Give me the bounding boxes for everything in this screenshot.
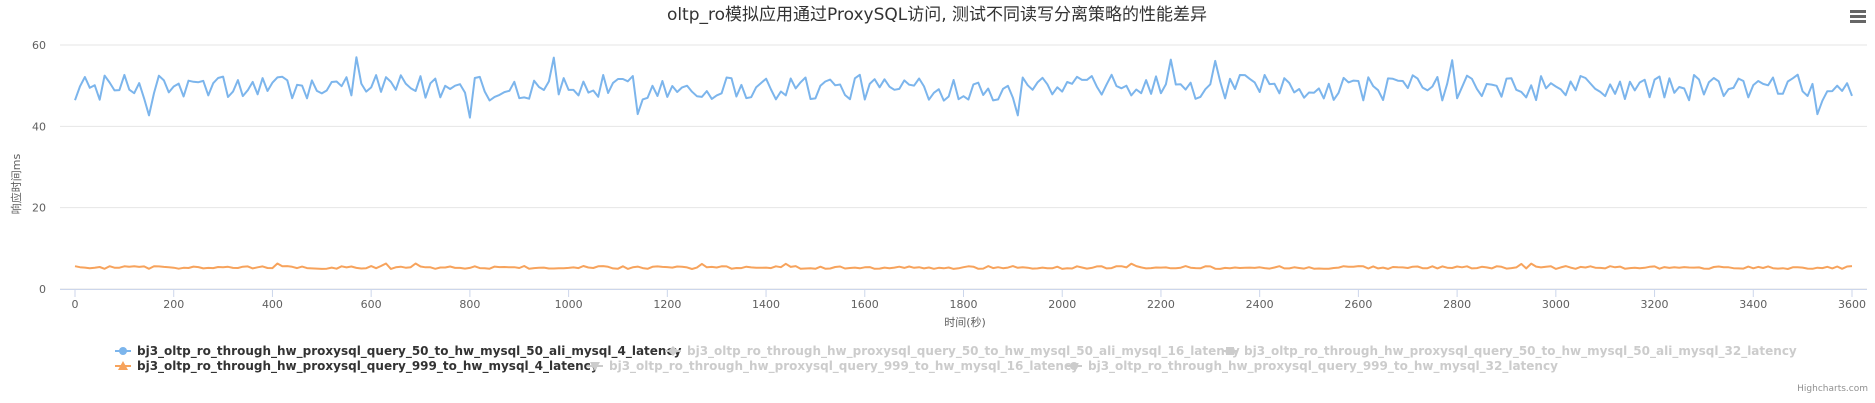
legend-item[interactable]: bj3_oltp_ro_through_hw_proxysql_query_50… [1222, 344, 1797, 359]
legend-label: bj3_oltp_ro_through_hw_proxysql_query_50… [1244, 344, 1797, 359]
x-tick-label: 1000 [555, 298, 583, 311]
x-tick-label: 3400 [1739, 298, 1767, 311]
x-tick-label: 3200 [1641, 298, 1669, 311]
series-line[interactable] [74, 262, 1853, 270]
x-axis-title: 时间(秒) [944, 315, 986, 329]
x-axis: 0 200 400 600 800 1000 1200 1400 1600 1800 2000 220… [60, 289, 1867, 311]
x-tick-label: 400 [262, 298, 283, 311]
x-tick-label: 1400 [752, 298, 780, 311]
x-tick-label: 1800 [950, 298, 978, 311]
x-tick-label: 2200 [1147, 298, 1175, 311]
legend-item[interactable]: bj3_oltp_ro_through_hw_proxysql_query_99… [1066, 359, 1558, 374]
x-tick-label: 1600 [851, 298, 879, 311]
triangle-marker-icon [118, 361, 128, 370]
y-axis-title: 响应时间ms [9, 154, 23, 215]
legend-item[interactable]: bj3_oltp_ro_through_hw_proxysql_query_99… [115, 359, 599, 374]
legend: bj3_oltp_ro_through_hw_proxysql_query_50… [115, 344, 1797, 374]
triangle-down-marker-icon [590, 362, 600, 371]
x-tick-label: 200 [163, 298, 184, 311]
credits-link[interactable]: Highcharts.com [1797, 384, 1868, 394]
legend-label: bj3_oltp_ro_through_hw_proxysql_query_50… [687, 344, 1240, 359]
y-tick-label: 60 [32, 39, 46, 52]
x-tick-label: 3600 [1838, 298, 1866, 311]
x-tick-label: 3000 [1542, 298, 1570, 311]
x-tick-label: 0 [72, 298, 79, 311]
legend-item[interactable]: bj3_oltp_ro_through_hw_proxysql_query_99… [587, 359, 1079, 374]
legend-label: bj3_oltp_ro_through_hw_proxysql_query_99… [1088, 359, 1558, 374]
legend-label: bj3_oltp_ro_through_hw_proxysql_query_50… [137, 344, 682, 359]
y-tick-label: 0 [39, 283, 46, 296]
legend-item[interactable]: bj3_oltp_ro_through_hw_proxysql_query_50… [665, 344, 1240, 359]
legend-label: bj3_oltp_ro_through_hw_proxysql_query_99… [137, 359, 599, 374]
x-tick-label: 2800 [1443, 298, 1471, 311]
x-tick-label: 2400 [1246, 298, 1274, 311]
y-tick-label: 20 [32, 202, 46, 215]
plot-area [74, 56, 1853, 270]
x-tick-label: 1200 [653, 298, 681, 311]
y-tick-label: 40 [32, 120, 46, 133]
square-marker-icon [1226, 347, 1234, 355]
chart-title: oltp_ro模拟应用通过ProxySQL访问, 测试不同读写分离策略的性能差异 [667, 5, 1207, 25]
diamond-marker-icon [668, 346, 678, 356]
hamburger-menu-icon[interactable] [1850, 10, 1866, 23]
x-tick-label: 600 [361, 298, 382, 311]
circle-marker-icon [119, 347, 127, 355]
y-axis-ticks: 0 20 40 60 [32, 39, 46, 296]
series-line[interactable] [74, 56, 1853, 119]
circle-marker-icon [1070, 362, 1078, 370]
legend-item[interactable]: bj3_oltp_ro_through_hw_proxysql_query_50… [115, 344, 682, 359]
x-tick-label: 800 [459, 298, 480, 311]
x-tick-label: 2000 [1048, 298, 1076, 311]
legend-label: bj3_oltp_ro_through_hw_proxysql_query_99… [609, 359, 1079, 374]
x-tick-label: 2600 [1344, 298, 1372, 311]
